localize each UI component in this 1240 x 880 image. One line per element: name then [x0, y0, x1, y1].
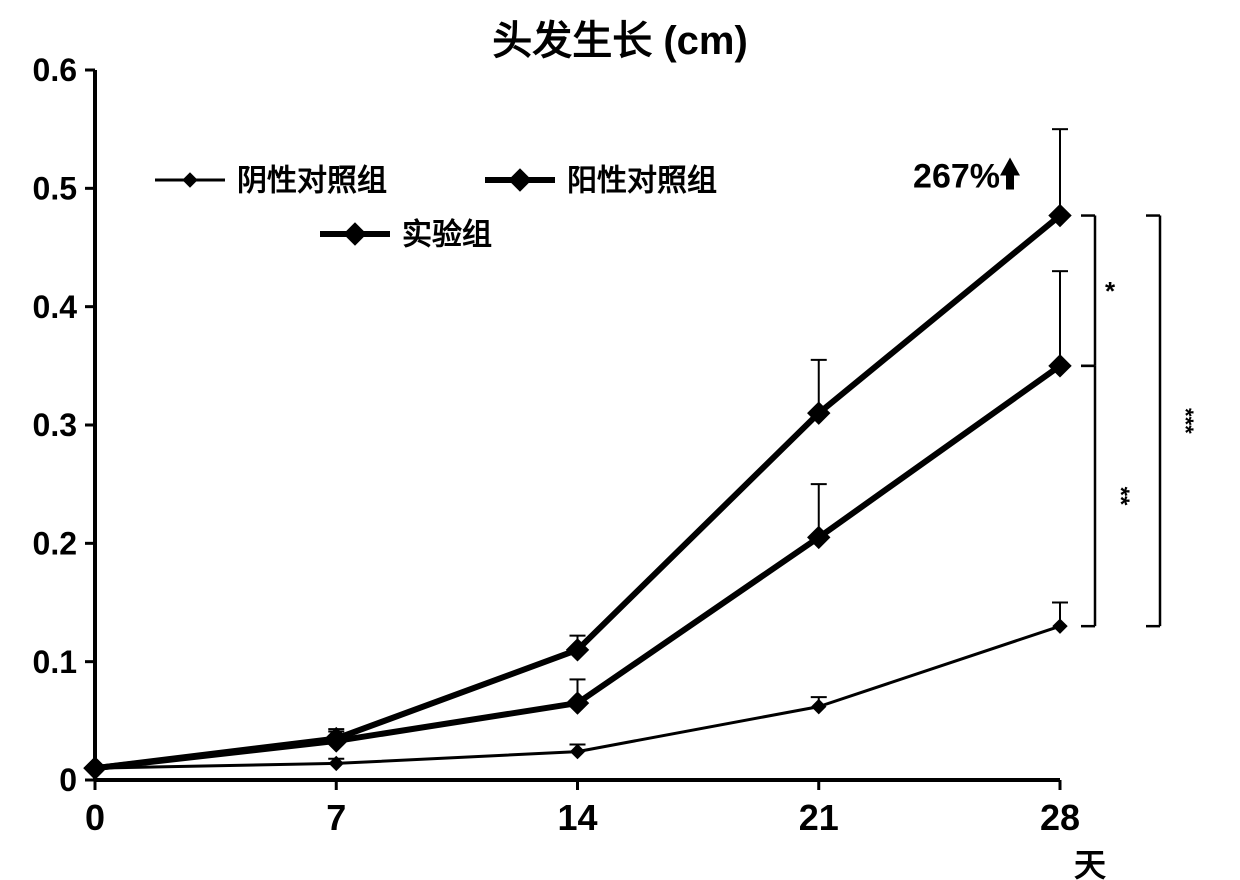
x-tick-label: 28 — [1040, 797, 1080, 838]
x-tick-label: 21 — [799, 797, 839, 838]
x-axis-label: 天 — [1074, 847, 1106, 880]
percent-annotation: 267% — [913, 158, 1000, 196]
y-tick-label: 0.3 — [33, 407, 77, 443]
significance-label: * — [1105, 276, 1116, 306]
x-tick-label: 0 — [85, 797, 105, 838]
y-tick-label: 0.2 — [33, 526, 77, 562]
chart-svg: 00.10.20.30.40.50.607142128天267%******阴性… — [0, 0, 1240, 880]
y-tick-label: 0.4 — [33, 289, 78, 325]
y-tick-label: 0 — [59, 762, 77, 798]
legend-label: 阳性对照组 — [567, 164, 717, 198]
y-tick-label: 0.5 — [33, 171, 77, 207]
significance-label: *** — [1173, 408, 1198, 434]
x-tick-label: 14 — [557, 797, 597, 838]
y-tick-label: 0.6 — [33, 52, 77, 88]
significance-label: ** — [1107, 487, 1134, 506]
legend-label: 实验组 — [402, 218, 492, 252]
legend-label: 阴性对照组 — [237, 164, 387, 198]
x-tick-label: 7 — [326, 797, 346, 838]
hair-growth-chart: 头发生长 (cm) 00.10.20.30.40.50.607142128天26… — [0, 0, 1240, 880]
y-tick-label: 0.1 — [33, 644, 77, 680]
